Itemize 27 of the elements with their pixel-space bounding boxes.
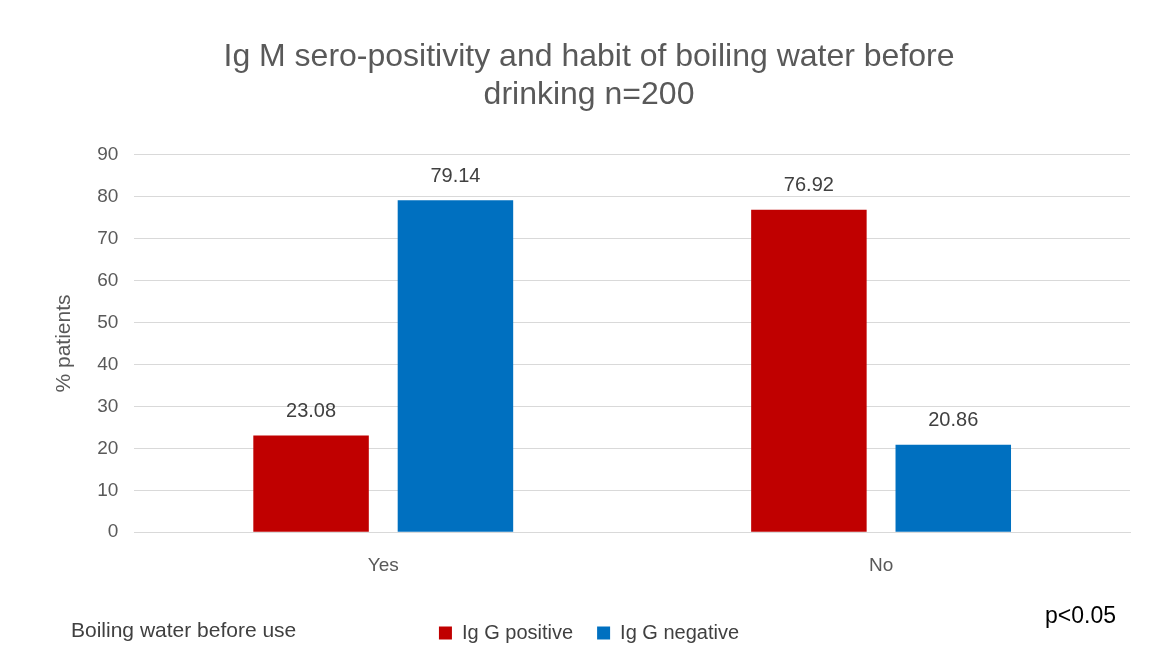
y-tick-label: 90 [97,143,119,165]
data-label: 23.08 [286,398,337,421]
legend-label: Ig G positive [461,620,574,643]
y-tick-label: 70 [97,226,119,248]
bar [397,200,514,532]
y-tick-label: 10 [97,478,119,500]
x-tick-label: No [868,553,894,575]
y-tick-label: 0 [107,520,119,542]
y-tick-label: 30 [97,394,119,416]
y-axis-title: % patients [51,294,75,393]
y-tick-label: 20 [97,436,119,458]
y-tick-label: 50 [97,310,119,332]
y-tick-label: 80 [97,184,119,206]
data-label: 76.92 [783,173,834,196]
x-axis-title: Boiling water before use [71,617,297,641]
bar [895,444,1012,532]
x-tick-label: Yes [367,553,399,575]
y-tick-label: 60 [97,268,119,290]
text: Ig M sero-positivity and habit of boiling water before [223,37,955,74]
legend-label: Ig G negative [620,620,740,643]
text: p<0.05 [1045,602,1116,629]
bar [253,435,369,532]
data-label: 79.14 [430,163,481,186]
data-label: 20.86 [928,408,979,431]
bar [751,209,867,532]
text: drinking n=200 [483,75,695,112]
y-tick-label: 40 [97,352,119,374]
